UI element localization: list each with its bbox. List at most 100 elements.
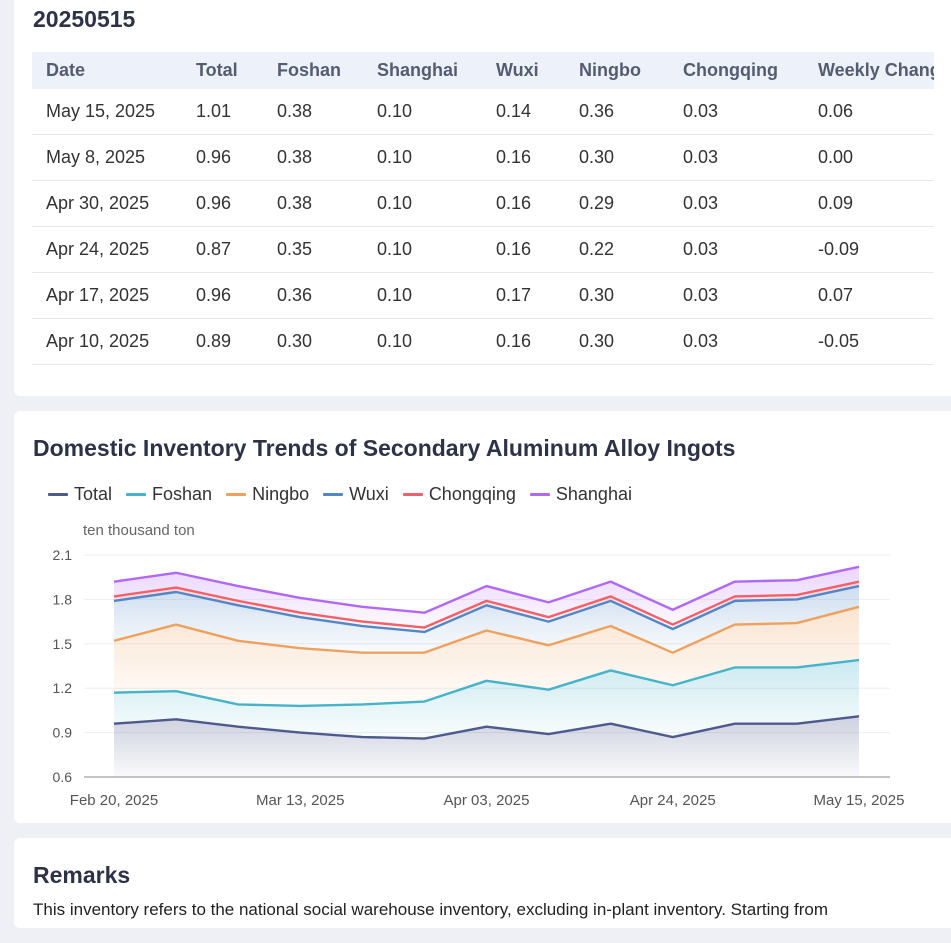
legend-item-total[interactable]: Total [48, 484, 112, 505]
table-cell: 0.03 [669, 226, 804, 273]
table-cell: 0.16 [482, 226, 565, 273]
table-cell: 0.30 [565, 272, 669, 319]
table-cell: 0.38 [263, 89, 363, 135]
remarks-text: This inventory refers to the national so… [33, 900, 828, 919]
table-cell: 0.03 [669, 318, 804, 365]
series-line-wuxi [113, 584, 860, 634]
column-header[interactable]: Shanghai [377, 60, 459, 80]
table-row: Apr 30, 2025 0.96 0.38 0.10 0.16 0.29 0.… [32, 180, 934, 227]
table-cell: Apr 24, 2025 [32, 226, 182, 273]
table-cell: 0.10 [363, 272, 482, 319]
table-cell: 0.87 [182, 226, 263, 273]
legend-label: Wuxi [349, 484, 389, 504]
y-tick-label: 0.9 [53, 725, 73, 741]
legend-label: Chongqing [428, 484, 516, 504]
table-row: Apr 17, 2025 0.96 0.36 0.10 0.17 0.30 0.… [32, 272, 934, 319]
column-header[interactable]: Ningbo [579, 60, 641, 80]
y-tick-label: 1.8 [53, 591, 73, 607]
legend-label: Ningbo [252, 484, 310, 504]
remarks-title: Remarks [33, 862, 131, 888]
y-tick-label: 0.6 [53, 769, 73, 785]
table-cell: 0.38 [263, 180, 363, 227]
series-line-foshan [113, 658, 860, 708]
legend-label: Foshan [152, 484, 213, 504]
legend-item-wuxi[interactable]: Wuxi [323, 484, 389, 505]
table-row: May 15, 2025 1.01 0.38 0.10 0.14 0.36 0.… [32, 89, 934, 135]
table-cell: 0.89 [182, 318, 263, 365]
table-cell: 0.96 [182, 180, 263, 227]
x-tick-label: Feb 20, 2025 [70, 792, 158, 809]
y-tick-label: 2.1 [53, 547, 73, 563]
legend-item-foshan[interactable]: Foshan [126, 484, 212, 505]
table-cell: 0.30 [565, 134, 669, 181]
x-tick-label: May 15, 2025 [814, 792, 905, 809]
table-row: Apr 24, 2025 0.87 0.35 0.10 0.16 0.22 0.… [32, 226, 934, 273]
table-cell: 1.01 [182, 89, 263, 135]
x-tick-label: Apr 24, 2025 [630, 792, 716, 809]
remarks-card: Remarks This inventory refers to the nat… [14, 838, 951, 928]
legend-item-ningbo[interactable]: Ningbo [226, 484, 309, 505]
chart-title: Domestic Inventory Trends of Secondary A… [33, 435, 736, 461]
column-header[interactable]: Chongqing [683, 60, 778, 80]
area-total [114, 716, 859, 777]
column-header[interactable]: Wuxi [496, 60, 539, 80]
table-cell: 0.10 [363, 180, 482, 227]
table-title: 20250515 [33, 6, 136, 32]
table-cell: Apr 10, 2025 [32, 318, 182, 365]
table-cell: 0.36 [263, 272, 363, 319]
legend-item-shanghai[interactable]: Shanghai [529, 484, 632, 505]
table-header-row: Date Total Foshan Shanghai Wuxi Ningbo C… [32, 52, 934, 89]
chart-plot[interactable]: 2.1 1.8 1.5 1.2 0.9 0.6 ten thousand ton Feb 20… [14, 411, 951, 823]
table-row: Apr 10, 2025 0.89 0.30 0.10 0.16 0.30 0.… [32, 318, 934, 365]
table-cell: 0.35 [263, 226, 363, 273]
table-cell: 0.10 [363, 318, 482, 365]
table-cell: Apr 30, 2025 [32, 180, 182, 227]
column-header[interactable]: Total [196, 60, 238, 80]
table-cell: 0.06 [804, 89, 934, 135]
table-cell: 0.10 [363, 89, 482, 135]
inventory-table-card: 20250515 Date Total Foshan Shanghai Wuxi… [14, 0, 951, 396]
column-header[interactable]: Foshan [277, 60, 342, 80]
x-tick-label: Apr 03, 2025 [444, 792, 530, 809]
table-cell: 0.10 [363, 226, 482, 273]
table-cell: -0.05 [804, 318, 934, 365]
table-cell: 0.00 [804, 134, 934, 181]
table-cell: 0.03 [669, 272, 804, 319]
table-cell: 0.03 [669, 180, 804, 227]
table-row: May 8, 2025 0.96 0.38 0.10 0.16 0.30 0.0… [32, 134, 934, 181]
table-cell: 0.96 [182, 272, 263, 319]
legend-swatch [126, 493, 147, 496]
table-cell: 0.30 [565, 318, 669, 365]
table-cell: 0.30 [263, 318, 363, 365]
legend-label: Shanghai [555, 484, 632, 504]
series-line-total [113, 715, 860, 740]
table-cell: 0.36 [565, 89, 669, 135]
column-header[interactable]: Date [46, 60, 86, 80]
series-line-chongqing [113, 580, 860, 629]
x-tick-label: Mar 13, 2025 [256, 792, 344, 809]
legend-swatch [226, 493, 247, 496]
table-cell: -0.09 [804, 226, 934, 273]
table-cell: 0.14 [482, 89, 565, 135]
table-cell: 0.03 [669, 134, 804, 181]
y-tick-label: 1.5 [53, 636, 73, 652]
table-cell: May 8, 2025 [32, 134, 182, 181]
table-cell: 0.10 [363, 134, 482, 181]
table-cell: 0.16 [482, 180, 565, 227]
y-tick-label: 1.2 [53, 680, 73, 696]
area-ningbo [114, 606, 859, 706]
legend-swatch [402, 493, 423, 496]
legend-swatch [529, 493, 550, 496]
table-cell: 0.22 [565, 226, 669, 273]
table-cell: 0.16 [482, 318, 565, 365]
y-axis-label: ten thousand ton [83, 522, 195, 539]
legend-swatch [323, 493, 344, 496]
table-cell: 0.38 [263, 134, 363, 181]
column-header[interactable]: Weekly Change [818, 60, 934, 80]
table-cell: May 15, 2025 [32, 89, 182, 135]
series-line-shanghai [113, 565, 860, 614]
table-cell: 0.09 [804, 180, 934, 227]
table-cell: 0.29 [565, 180, 669, 227]
chart-card: Domestic Inventory Trends of Secondary A… [14, 411, 951, 823]
legend-item-chongqing[interactable]: Chongqing [402, 484, 516, 505]
